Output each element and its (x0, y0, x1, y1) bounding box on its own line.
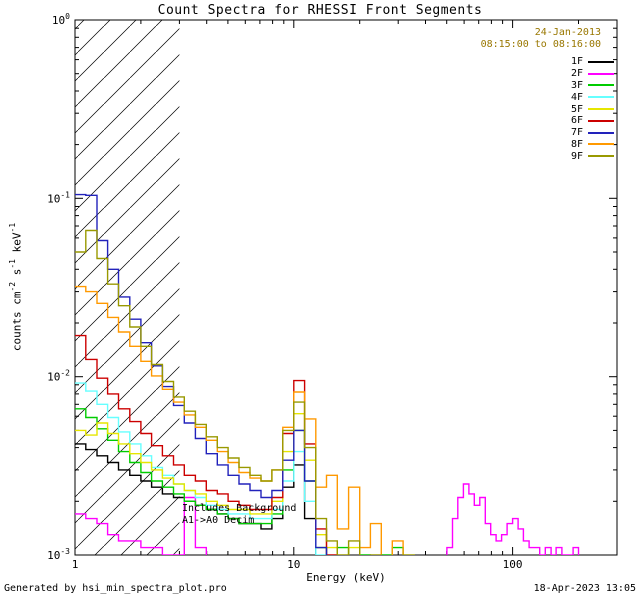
svg-text:1: 1 (72, 558, 79, 571)
legend-item-4f: 4F (571, 91, 614, 103)
svg-text:10-1: 10-1 (47, 190, 70, 205)
legend-label: 1F (570, 56, 583, 68)
svg-text:10: 10 (287, 558, 300, 571)
legend-label: 7F (570, 127, 583, 139)
legend-label: 6F (570, 115, 583, 127)
legend-color-swatch (588, 108, 614, 111)
legend-label: 5F (570, 103, 583, 115)
legend-item-9f: 9F (571, 150, 614, 162)
legend-item-7f: 7F (571, 127, 614, 139)
legend-label: 3F (570, 79, 583, 91)
page-title: Count Spectra for RHESSI Front Segments (157, 3, 483, 18)
annotation-attenuator-decim: A1->A0 Decim (182, 515, 255, 526)
legend-color-swatch (588, 143, 614, 146)
legend-label: 4F (570, 91, 583, 103)
legend-item-3f: 3F (571, 80, 614, 92)
legend-label: 2F (570, 68, 583, 80)
legend-item-6f: 6F (571, 115, 614, 127)
legend-color-swatch (588, 155, 614, 158)
legend-color-swatch (588, 84, 614, 87)
annotation-includes-background: Includes Background (182, 503, 297, 514)
legend-item-2f: 2F (571, 68, 614, 80)
observation-time-range: 08:15:00 to 08:16:00 (480, 39, 601, 50)
legend-item-5f: 5F (571, 103, 614, 115)
svg-text:100: 100 (503, 558, 523, 571)
legend: 1F 2F 3F 4F 5F 6F 7F 8F 9F (571, 56, 614, 162)
legend-color-swatch (588, 72, 614, 75)
legend-color-swatch (588, 131, 614, 134)
legend-item-1f: 1F (571, 56, 614, 68)
legend-label: 9F (570, 150, 583, 162)
legend-color-swatch (588, 96, 614, 99)
x-axis-label: Energy (keV) (306, 571, 386, 584)
footer-timestamp: 18-Apr-2023 13:05 (533, 583, 636, 594)
legend-color-swatch (588, 119, 614, 122)
y-axis-label: counts cm-2 s-1 keV-1 (8, 222, 24, 352)
svg-text:10-2: 10-2 (47, 369, 70, 384)
observation-date: 24-Jan-2013 (534, 27, 601, 38)
legend-color-swatch (588, 60, 614, 63)
footer-generator-text: Generated by hsi_min_spectra_plot.pro (4, 583, 227, 594)
legend-item-8f: 8F (571, 139, 614, 151)
svg-text:10-3: 10-3 (47, 547, 70, 562)
legend-label: 8F (570, 138, 583, 150)
